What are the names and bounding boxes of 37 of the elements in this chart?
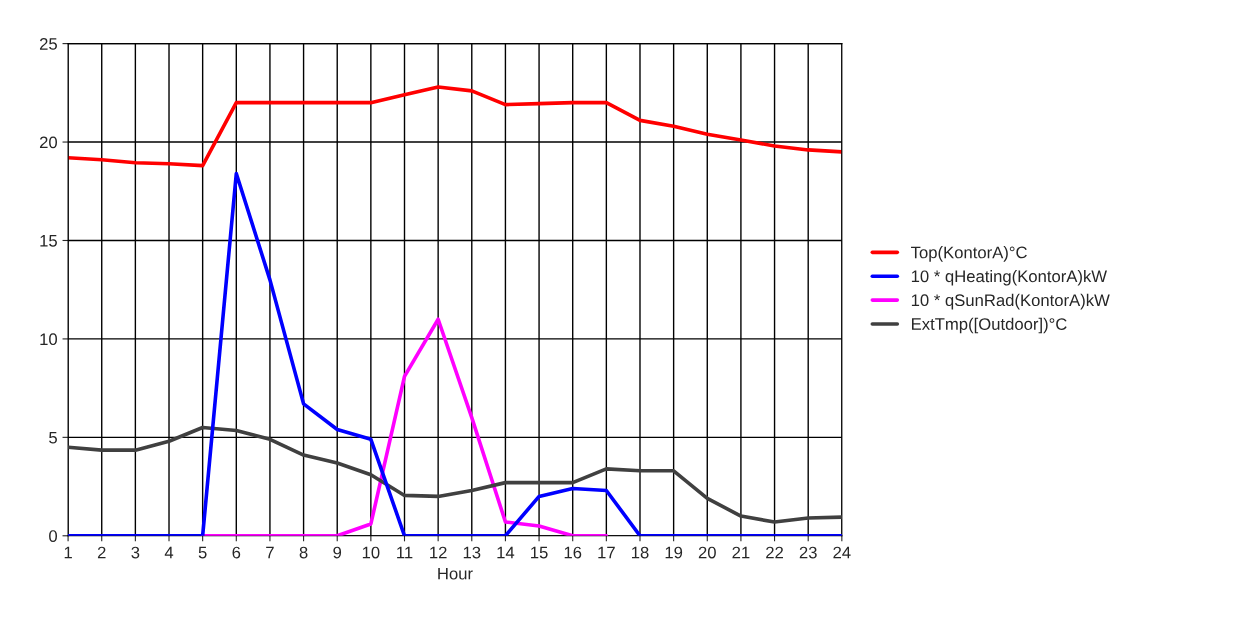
x-tick-label: 17 xyxy=(598,546,615,559)
x-tick-label: 5 xyxy=(198,546,207,559)
x-tick-label: 9 xyxy=(333,546,342,559)
x-tick-label: 14 xyxy=(497,546,515,559)
x-tick-label: 10 xyxy=(362,546,380,559)
x-tick-label: 18 xyxy=(631,546,649,559)
x-tick-label: 11 xyxy=(397,546,413,559)
x-tick-label: 2 xyxy=(97,546,106,559)
x-tick-label: 12 xyxy=(430,546,447,559)
x-tick-label: 3 xyxy=(131,546,140,559)
y-tick-label: 25 xyxy=(39,38,57,50)
y-tick-label: 10 xyxy=(40,333,58,346)
x-axis-title: Hour xyxy=(438,567,473,580)
x-tick-label: 15 xyxy=(531,546,548,559)
x-tick-label: 21 xyxy=(732,546,750,559)
legend-label: 10 * qSunRad(KontorA)kW xyxy=(911,293,1110,310)
legend-label: 10 * qHeating(KontorA)kW xyxy=(911,269,1107,286)
x-tick-label: 23 xyxy=(799,546,817,559)
x-tick-label: 6 xyxy=(232,546,241,559)
y-tick-label: 20 xyxy=(39,136,58,149)
x-tick-label: 4 xyxy=(164,546,174,559)
line-series xyxy=(68,85,842,168)
legend-label: ExtTmp([Outdoor])°C xyxy=(912,317,1067,334)
x-tick-label: 7 xyxy=(266,546,274,559)
y-tick-label: 5 xyxy=(49,431,57,444)
y-tick-label: 15 xyxy=(40,235,57,247)
x-tick-label: 24 xyxy=(833,546,851,559)
legend-label: Top(KontorA)°C xyxy=(911,246,1027,262)
x-tick-label: 1 xyxy=(64,546,72,559)
y-tick-label: 0 xyxy=(49,530,58,542)
line-series xyxy=(68,425,842,524)
x-tick-label: 19 xyxy=(665,546,683,559)
x-tick-label: 20 xyxy=(698,546,716,559)
x-tick-label: 13 xyxy=(463,546,481,559)
x-tick-label: 8 xyxy=(299,546,308,559)
x-tick-label: 16 xyxy=(564,546,582,559)
x-tick-label: 22 xyxy=(766,546,783,559)
